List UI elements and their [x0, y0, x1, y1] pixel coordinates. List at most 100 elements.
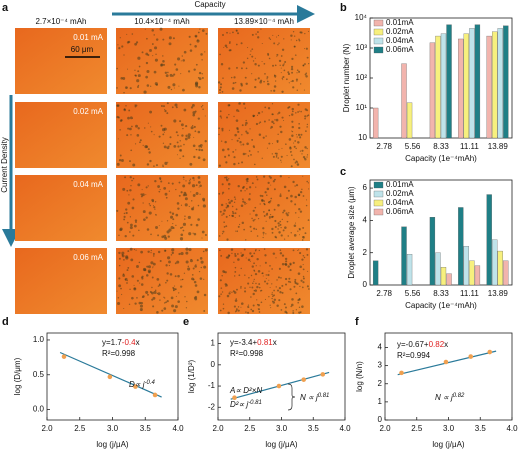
droplet — [293, 35, 296, 37]
droplet — [291, 298, 294, 301]
droplet — [265, 277, 267, 279]
droplet — [271, 143, 274, 145]
droplet — [271, 283, 273, 285]
droplet — [253, 289, 255, 292]
droplet — [258, 122, 260, 124]
droplet — [294, 54, 297, 56]
droplet — [185, 180, 187, 182]
droplet — [287, 71, 290, 74]
droplet — [276, 53, 279, 56]
droplet — [293, 142, 295, 144]
droplet — [298, 208, 301, 211]
droplet — [245, 239, 247, 241]
droplet — [182, 176, 185, 179]
droplet — [162, 165, 164, 168]
droplet — [299, 210, 303, 213]
droplet — [303, 256, 306, 259]
droplet — [274, 119, 276, 121]
y-tick-label: 6 — [363, 183, 368, 192]
droplet — [157, 285, 160, 287]
droplet — [298, 234, 301, 236]
droplet — [279, 291, 282, 294]
droplet — [228, 292, 231, 295]
droplet — [117, 297, 120, 299]
droplet — [134, 42, 138, 46]
droplet — [190, 106, 194, 109]
droplet — [270, 184, 272, 186]
droplet — [280, 309, 283, 311]
droplet — [160, 105, 163, 108]
droplet — [242, 200, 245, 203]
droplet — [245, 67, 248, 70]
droplet — [118, 264, 121, 267]
droplet — [252, 219, 255, 222]
x-axis-label: Capacity (1e⁻⁴mAh) — [405, 301, 477, 310]
droplet — [128, 194, 130, 196]
droplet — [121, 293, 123, 296]
droplet — [178, 85, 180, 87]
droplet — [187, 135, 191, 139]
droplet — [294, 222, 297, 224]
droplet — [305, 248, 309, 251]
droplet — [234, 270, 237, 273]
droplet — [117, 44, 119, 46]
droplet — [252, 60, 255, 62]
bar — [372, 260, 379, 286]
droplet — [186, 300, 188, 303]
droplet — [175, 295, 177, 297]
droplet — [291, 120, 294, 123]
droplet — [141, 51, 144, 54]
droplet — [301, 239, 304, 241]
y-tick-label: -2 — [208, 402, 216, 411]
droplet — [222, 303, 225, 305]
droplet — [298, 306, 301, 309]
data-point — [399, 370, 404, 376]
droplet — [250, 50, 252, 52]
droplet — [128, 303, 131, 306]
droplet — [184, 137, 188, 141]
droplet — [185, 307, 188, 309]
droplet — [304, 146, 307, 149]
droplet — [277, 113, 279, 115]
droplet — [262, 136, 265, 139]
droplet — [298, 110, 300, 112]
droplet — [148, 151, 151, 154]
droplet — [199, 184, 202, 187]
annotation-text: N ∝ j — [435, 393, 453, 402]
droplet — [145, 61, 149, 65]
droplet — [154, 46, 158, 50]
droplet — [204, 248, 208, 252]
droplet — [124, 86, 128, 89]
droplet — [237, 258, 240, 261]
droplet — [139, 139, 142, 142]
y-tick-label: 0 — [363, 280, 368, 289]
droplet — [294, 212, 297, 214]
x-tick-label: 8.33 — [433, 142, 449, 151]
droplet — [290, 165, 293, 168]
droplet — [296, 89, 298, 91]
droplet — [125, 105, 127, 107]
x-tick-label: 3.5 — [140, 424, 152, 433]
droplet — [288, 115, 291, 117]
droplet — [307, 182, 310, 184]
droplet — [179, 148, 183, 152]
column-label: 10.4×10⁻⁴ mAh — [134, 17, 189, 26]
droplet — [238, 215, 241, 217]
droplet — [278, 231, 281, 234]
droplet — [256, 303, 259, 306]
bar — [440, 33, 447, 139]
droplet — [130, 223, 133, 227]
droplet — [188, 205, 190, 208]
droplet — [145, 216, 148, 219]
droplet — [177, 57, 181, 61]
droplet — [138, 261, 141, 264]
droplet — [165, 281, 167, 284]
droplet — [134, 219, 138, 222]
droplet — [291, 71, 294, 74]
droplet — [159, 189, 161, 191]
droplet — [251, 309, 255, 313]
equation: y=1.7-0.4x — [102, 338, 140, 347]
droplet — [197, 204, 200, 207]
x-tick-label: 2.0 — [379, 424, 391, 433]
droplet — [274, 64, 277, 67]
